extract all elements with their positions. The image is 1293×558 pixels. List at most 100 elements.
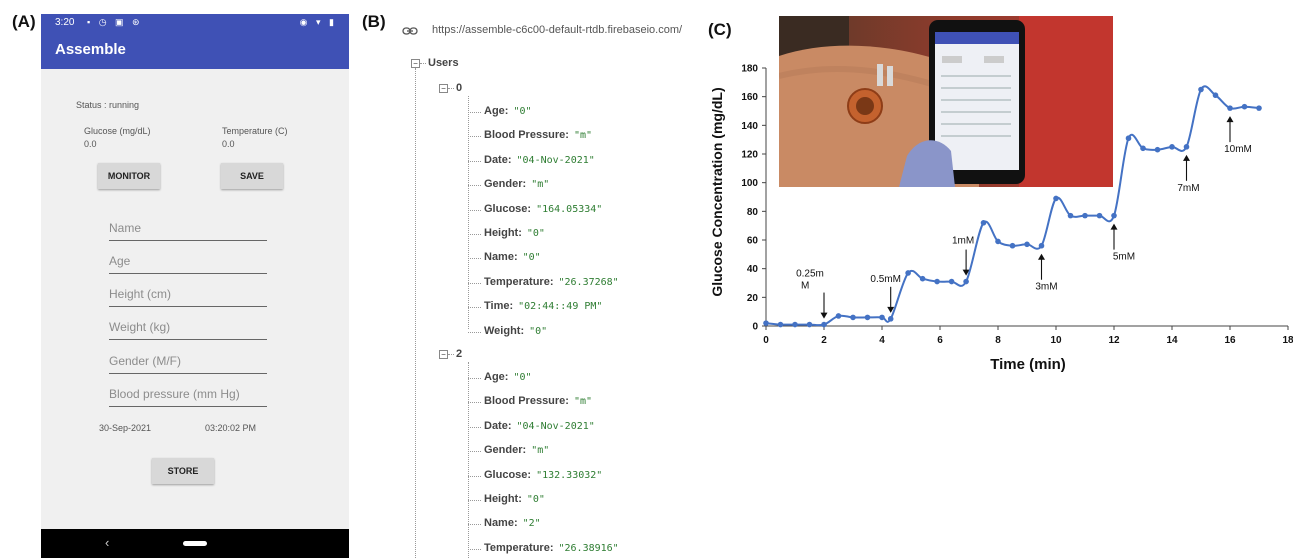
x-tick-label: 2 — [821, 335, 827, 346]
data-point — [995, 238, 1001, 245]
link-icon — [402, 27, 418, 35]
collapse-user-2-icon[interactable]: − — [439, 350, 448, 359]
collapse-users-icon[interactable]: − — [411, 59, 420, 68]
field-key: Height: — [484, 493, 522, 505]
tree-connector — [468, 524, 481, 526]
annotation-label: 0.5mM — [870, 274, 901, 285]
data-point — [1009, 242, 1016, 249]
field-value: "m" — [573, 396, 593, 408]
glucose-label: Glucose (mg/dL) — [84, 126, 151, 136]
weight-field[interactable]: Weight (kg) — [109, 315, 267, 340]
annotation-arrowhead — [1110, 223, 1118, 230]
annotation-arrowhead — [887, 306, 895, 313]
name-field[interactable]: Name — [109, 216, 267, 241]
data-point — [821, 321, 827, 328]
y-tick-label: 180 — [741, 64, 758, 75]
y-tick-label: 0 — [752, 322, 758, 333]
annotation-label: 10mM — [1224, 144, 1252, 155]
field-row[interactable]: Date: "04-Nov-2021" — [484, 420, 595, 432]
data-point — [879, 314, 885, 321]
field-row[interactable]: Blood Pressure: "m" — [484, 129, 592, 141]
field-key: Date: — [484, 153, 512, 166]
field-key: Glucose: — [484, 202, 532, 215]
x-axis-label: Time (min) — [990, 356, 1066, 373]
field-row[interactable]: Blood Pressure: "m" — [484, 395, 592, 407]
data-point — [806, 321, 813, 328]
field-row[interactable]: Height: "0" — [484, 493, 545, 505]
tree-connector — [468, 500, 481, 501]
user-node-2[interactable]: 2 — [456, 348, 463, 360]
blood-pressure-field[interactable]: Blood pressure (mm Hg) — [109, 382, 267, 407]
field-key: Temperature: — [484, 275, 554, 288]
tree-connector — [468, 548, 481, 550]
field-row[interactable]: Gender: "m" — [484, 178, 549, 190]
data-point — [1067, 212, 1074, 219]
panel-label-b: (B) — [362, 12, 386, 31]
data-point — [1082, 212, 1088, 219]
home-icon[interactable] — [183, 541, 207, 546]
tree-connector — [468, 402, 481, 404]
field-value: "m" — [531, 445, 550, 457]
field-row[interactable]: Age: "0" — [484, 371, 532, 383]
data-point — [1169, 144, 1175, 150]
data-point — [1111, 212, 1117, 219]
field-value: "m" — [573, 130, 593, 142]
field-value: "02:44::49 PM" — [518, 301, 603, 313]
data-point — [850, 314, 856, 321]
status-bar: 3:20 ▪ ◷ ▣ ⊛ ◉ ▾ ▮ — [41, 14, 349, 31]
field-row[interactable]: Temperature: "26.37268" — [484, 276, 619, 288]
field-row[interactable]: Name: "0" — [484, 251, 541, 263]
annotation-label: M — [801, 281, 809, 292]
data-point — [777, 321, 784, 328]
database-url[interactable]: https://assemble-c6c00-default-rtdb.fire… — [432, 24, 683, 36]
app-bar: Assemble — [41, 31, 349, 69]
age-field[interactable]: Age — [109, 249, 267, 274]
field-row[interactable]: Date: "04-Nov-2021" — [484, 154, 595, 166]
annotation-arrowhead — [962, 269, 970, 276]
height-field[interactable]: Height (cm) — [109, 282, 267, 307]
tree-connector — [468, 136, 481, 138]
field-row[interactable]: Time: "02:44::49 PM" — [484, 300, 602, 312]
field-key: Gender: — [484, 444, 527, 457]
field-row[interactable]: Height: "0" — [484, 227, 545, 239]
data-point — [1024, 241, 1030, 248]
data-point — [1125, 135, 1132, 142]
time-text: 03:20:02 PM — [205, 423, 257, 433]
temperature-label: Temperature (C) — [222, 126, 288, 136]
annotation-label: 7mM — [1177, 183, 1199, 194]
collapse-user-0-icon[interactable]: − — [439, 84, 448, 93]
temperature-value: 0.0 — [222, 139, 235, 149]
field-value: "26.37268" — [558, 276, 619, 288]
gender-field[interactable]: Gender (M/F) — [109, 349, 267, 374]
user-node-0[interactable]: 0 — [456, 82, 463, 94]
field-key: Glucose: — [484, 468, 532, 481]
tree-connector — [468, 112, 481, 113]
data-point — [763, 320, 769, 326]
save-button[interactable]: SAVE — [221, 163, 283, 189]
y-tick-label: 80 — [747, 207, 759, 218]
data-point — [864, 314, 871, 321]
back-icon[interactable]: ‹ — [105, 535, 110, 550]
field-row[interactable]: Weight: "0" — [484, 325, 547, 337]
tree-connector — [468, 331, 481, 333]
users-node[interactable]: Users — [428, 57, 459, 69]
field-key: Blood Pressure: — [484, 395, 569, 408]
field-row[interactable]: Glucose: "164.05334" — [484, 203, 602, 215]
field-row[interactable]: Temperature: "26.38916" — [484, 542, 619, 554]
data-point — [1198, 86, 1204, 93]
data-point — [1140, 145, 1146, 152]
field-row[interactable]: Name: "2" — [484, 517, 541, 529]
field-value: "0" — [526, 494, 545, 505]
store-button[interactable]: STORE — [152, 458, 214, 484]
y-tick-label: 40 — [747, 264, 759, 275]
field-row[interactable]: Glucose: "132.33032" — [484, 469, 602, 481]
tree-connector — [468, 160, 481, 162]
x-tick-label: 12 — [1108, 335, 1120, 346]
field-value: "0" — [522, 252, 541, 264]
field-value: "04-Nov-2021" — [516, 420, 595, 432]
field-row[interactable]: Gender: "m" — [484, 444, 549, 456]
field-row[interactable]: Age: "0" — [484, 105, 532, 117]
annotation-label: 0.25m — [796, 269, 824, 280]
data-point — [963, 278, 969, 285]
monitor-button[interactable]: MONITOR — [98, 163, 160, 189]
